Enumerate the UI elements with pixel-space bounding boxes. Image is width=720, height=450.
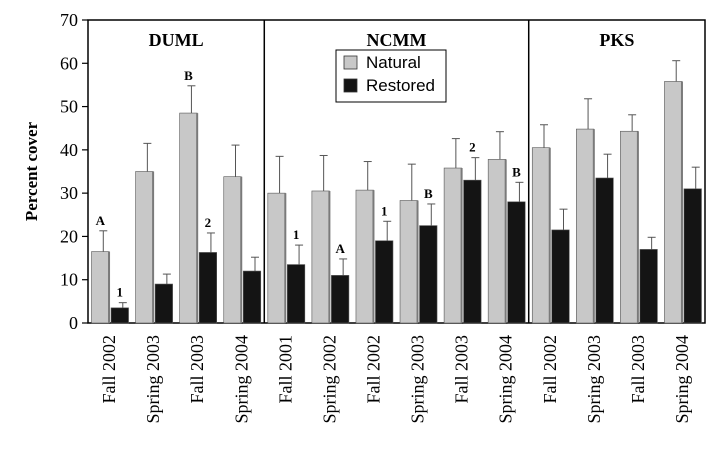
bar-restored [198,252,217,324]
bar-natural [179,112,198,324]
y-tick-label: 30 [60,183,78,203]
legend: Natural Restored [335,49,447,103]
x-tick-label: Fall 2002 [540,335,560,404]
bar-natural [487,159,506,324]
x-tick-label: Fall 2002 [99,335,119,404]
bar-restored [242,270,262,324]
bar-restored [551,229,570,324]
bar-restored [683,188,702,324]
legend-swatch [343,78,358,93]
bars-layer [91,60,702,324]
x-tick-label: Fall 2001 [275,335,295,404]
significance-label: 1 [117,285,124,300]
bar-restored [463,179,482,324]
bar-natural [531,147,551,324]
significance-label: B [512,164,521,179]
y-tick-label: 0 [69,313,78,333]
x-tick-label: Spring 2004 [672,335,692,424]
x-tick-label: Spring 2003 [143,335,163,424]
bar-natural [311,190,330,324]
y-tick-label: 40 [60,140,78,160]
bar-restored [595,177,614,324]
bar-restored [110,307,129,324]
bar-restored [507,201,526,324]
bar-natural [620,130,639,324]
bar-restored [154,283,173,324]
x-tick-label: Spring 2004 [496,335,516,424]
y-axis-title: Percent cover [22,121,41,221]
bar-restored [331,275,350,324]
x-tick-label: Spring 2002 [319,335,339,424]
labels-layer: 0 10 20 30 40 50 60 70 Percent cover DUML A 1 Fall 2… [22,10,692,424]
significance-label: 2 [205,215,212,230]
legend-swatch [343,55,358,70]
panel-title: PKS [599,30,634,50]
x-tick-label: Fall 2003 [452,335,472,404]
significance-label: A [335,241,345,256]
bar-natural [267,192,286,324]
x-tick-label: Spring 2004 [231,335,251,424]
legend-label: Restored [366,76,435,95]
significance-label: 1 [293,227,300,242]
significance-label: 2 [469,140,476,155]
y-tick-label: 60 [60,53,78,73]
bar-restored [639,249,658,324]
x-tick-label: Fall 2003 [628,335,648,404]
x-tick-label: Spring 2003 [408,335,428,424]
legend-label: Natural [366,53,421,72]
bar-natural [91,251,110,324]
x-tick-label: Fall 2002 [363,335,383,404]
bar-restored [375,240,394,324]
x-tick-label: Fall 2003 [187,335,207,404]
significance-label: A [96,213,106,228]
panel-title: NCMM [367,30,427,50]
y-tick-label: 10 [60,270,78,290]
bar-natural [135,171,154,324]
y-tick-label: 70 [60,10,78,30]
plot-frame [87,19,706,324]
x-tick-label: Spring 2003 [584,335,604,424]
bar-natural [399,200,418,324]
bar-natural [223,176,242,324]
bar-restored [287,264,306,324]
y-tick-label: 20 [60,226,78,246]
significance-label: 1 [381,203,388,218]
significance-label: B [424,186,433,201]
y-tick-label: 50 [60,97,78,117]
bar-natural [576,128,595,324]
axes-layer [82,19,706,324]
bar-natural [664,81,683,324]
significance-label: B [184,68,193,83]
panel-title: DUML [149,30,204,50]
bar-restored [419,225,438,324]
bar-natural [355,189,374,324]
bar-natural [443,167,462,324]
